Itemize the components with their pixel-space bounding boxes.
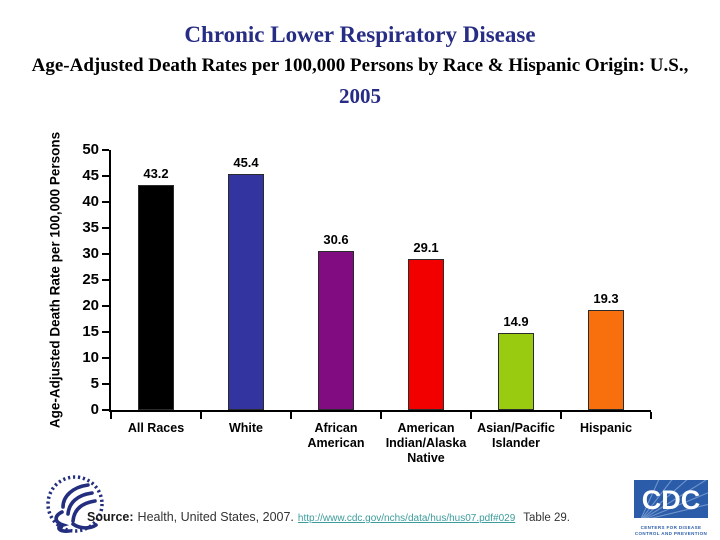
y-tick-label: 50 [82, 141, 99, 158]
y-tick-mark [102, 383, 109, 385]
bar-white [228, 173, 264, 410]
y-tick-mark [102, 409, 109, 411]
bar-chart-plot-area: 0 5 10 15 20 25 30 35 40 45 50 43.2 All Races 45.4 Whi… [82, 142, 652, 465]
source-label: Source: [87, 510, 134, 524]
y-tick-label: 35 [82, 219, 99, 236]
bar-african-american [318, 250, 354, 410]
hhs-seal-ring [46, 475, 104, 533]
cdc-caption-line1: CENTERS FOR DISEASE [640, 525, 702, 530]
x-tick-mark [380, 412, 382, 419]
y-tick-mark [102, 227, 109, 229]
x-category-label: All Races [127, 421, 185, 435]
cdc-logo-box: CDC [634, 476, 711, 522]
bar-hispanic [588, 309, 624, 410]
hhs-eagle-icon [54, 483, 98, 533]
bar-american-indian-alaska-native [408, 258, 444, 410]
y-tick-mark [102, 279, 109, 281]
y-tick-mark [102, 305, 109, 307]
x-tick-mark [560, 412, 562, 419]
source-line: Source: Health, United States, 2007. htt… [87, 510, 570, 524]
chart-title: Chronic Lower Respiratory Disease [184, 22, 536, 47]
y-tick-label: 25 [82, 271, 99, 288]
y-tick-label: 10 [82, 349, 99, 366]
bar-all-races [138, 185, 174, 410]
source-table-ref: Table 29. [523, 512, 570, 524]
x-tick-mark [650, 412, 652, 419]
bar-value-label: 45.4 [233, 154, 259, 170]
y-tick-label: 5 [90, 375, 99, 392]
y-axis-title: Age-Adjusted Death Rate per 100,000 Pers… [47, 131, 63, 429]
x-category-label: Hispanic [579, 421, 633, 435]
bar-value-label: 14.9 [503, 313, 529, 329]
chart-year: 2005 [339, 84, 381, 108]
hhs-logo [46, 475, 104, 533]
chart-subtitle: Age-Adjusted Death Rates per 100,000 Per… [31, 55, 689, 76]
x-category-label: Asian/Pacific Islander [477, 421, 555, 450]
y-tick-mark [102, 149, 109, 151]
y-tick-mark [102, 331, 109, 333]
y-tick-label: 20 [82, 297, 99, 314]
x-category-label: White [228, 421, 264, 435]
source-text: Health, United States, 2007. [137, 510, 294, 524]
cdc-logo: CDC CENTERS FOR DISEASE CONTROL AND PREV… [634, 476, 711, 536]
y-tick-mark [102, 175, 109, 177]
x-tick-mark [110, 412, 112, 419]
x-category-label: American Indian/Alaska Native [385, 421, 467, 465]
y-tick-label: 30 [82, 245, 99, 262]
cdc-caption-line2: CONTROL AND PREVENTION [634, 530, 708, 536]
x-tick-mark [290, 412, 292, 419]
source-link[interactable]: http://www.cdc.gov/nchs/data/hus/hus07.p… [297, 513, 516, 524]
y-tick-label: 45 [82, 167, 99, 184]
x-tick-mark [470, 412, 472, 419]
y-tick-mark [102, 201, 109, 203]
title-block: Chronic Lower Respiratory Disease Age-Ad… [0, 22, 720, 109]
bar-value-label: 30.6 [323, 231, 349, 247]
y-tick-label: 40 [82, 193, 99, 210]
y-tick-label: 0 [90, 401, 99, 418]
bar-asian-pacific-islander [498, 332, 534, 410]
x-tick-mark [200, 412, 202, 419]
bar-value-label: 43.2 [143, 166, 169, 182]
bar-value-label: 19.3 [593, 290, 619, 306]
y-tick-mark [102, 253, 109, 255]
cdc-caption: CENTERS FOR DISEASE CONTROL AND PREVENTI… [634, 525, 708, 536]
cdc-logo-text: CDC [642, 485, 701, 515]
x-category-label: African American [307, 421, 365, 450]
y-tick-label: 15 [82, 323, 99, 340]
bar-value-label: 29.1 [413, 239, 439, 255]
y-tick-mark [102, 357, 109, 359]
